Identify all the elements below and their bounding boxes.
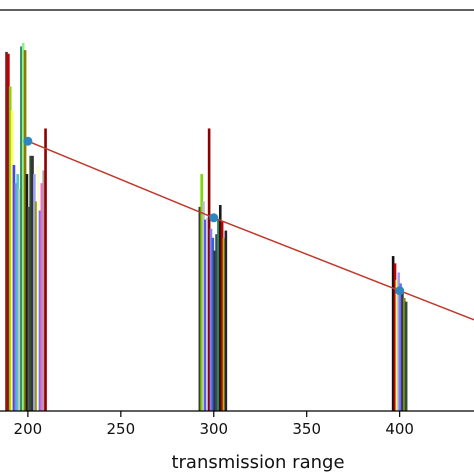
axes-layer [0,9,474,412]
bar-group-2-bar-6 [402,297,406,411]
trend-line-layer [27,140,474,321]
data-point-0 [23,136,33,146]
x-tick-label-400: 400 [385,420,414,438]
bar-group-0-bar-6 [16,174,19,411]
bar-group-0-bar-3 [10,110,14,411]
bar-group-2-bar-2 [395,279,399,411]
bar-group-1-bar-11 [218,205,222,411]
x-tick-label-300: 300 [199,420,228,438]
x-tick-label-250: 250 [106,420,135,438]
bar-group-1-bar-1 [200,174,203,411]
bar-group-1-bar-8 [213,250,216,411]
x-ticks-layer: 200 250 300 350 400 [14,411,414,438]
bar-group-0-bar-10 [23,50,27,411]
bar-group-2-bar-4 [399,283,402,411]
bar-group-0-bar-5 [14,183,18,411]
bar-group-0-bar-1 [7,53,10,411]
bar-group-0-bar-20 [42,170,45,411]
bar-group-1-bar-5 [207,128,211,412]
x-tick-label-200: 200 [14,420,43,438]
bar-group-2-bar-0 [391,256,395,411]
bar-group-0-bar-17 [36,164,40,411]
bar-group-1-bar-7 [211,237,215,411]
bar-group-0-bar-15 [33,174,36,411]
bar-group-1-bar-4 [205,217,209,411]
data-point-1 [209,213,219,223]
x-axis-title: transmission range [171,452,344,473]
bar-group-1-bar-3 [204,219,207,411]
bar-group-0-bar-11 [25,174,29,411]
x-tick-label-350: 350 [292,420,321,438]
bar-group-0-bar-2 [8,86,12,412]
bar-group-1-bar-6 [209,228,213,411]
bar-group-2-bar-7 [404,301,408,411]
points-layer [23,136,405,296]
bars-layer [5,42,408,412]
bar-group-0-bar-8 [20,46,23,411]
bar-group-0-bar-21 [44,128,47,412]
bar-group-1-bar-9 [215,234,218,411]
bar-group-2-bar-3 [397,272,401,411]
bar-group-2-bar-5 [401,292,404,411]
bar-group-0-bar-19 [40,183,44,411]
bar-group-0-bar-12 [27,206,31,411]
trend-line [27,140,474,321]
bar-group-0-bar-13 [29,155,32,411]
data-point-2 [395,286,405,296]
bar-group-0-bar-18 [38,210,42,411]
bar-group-0-bar-16 [34,201,38,411]
bar-group-0-bar-9 [21,42,25,412]
bar-group-2-bar-1 [393,263,397,411]
bar-group-0-bar-7 [18,188,21,411]
bar-group-1-bar-10 [217,219,220,411]
bar-group-1-bar-2 [202,201,205,411]
bar-group-0-bar-4 [12,164,16,411]
bar-group-0-bar-14 [31,155,34,411]
bar-group-1-bar-13 [222,237,226,411]
bar-group-1-bar-12 [220,221,224,411]
bar-group-1-bar-14 [224,230,228,411]
bar-group-0-bar-0 [5,51,8,412]
bar-group-1-bar-0 [198,206,202,411]
